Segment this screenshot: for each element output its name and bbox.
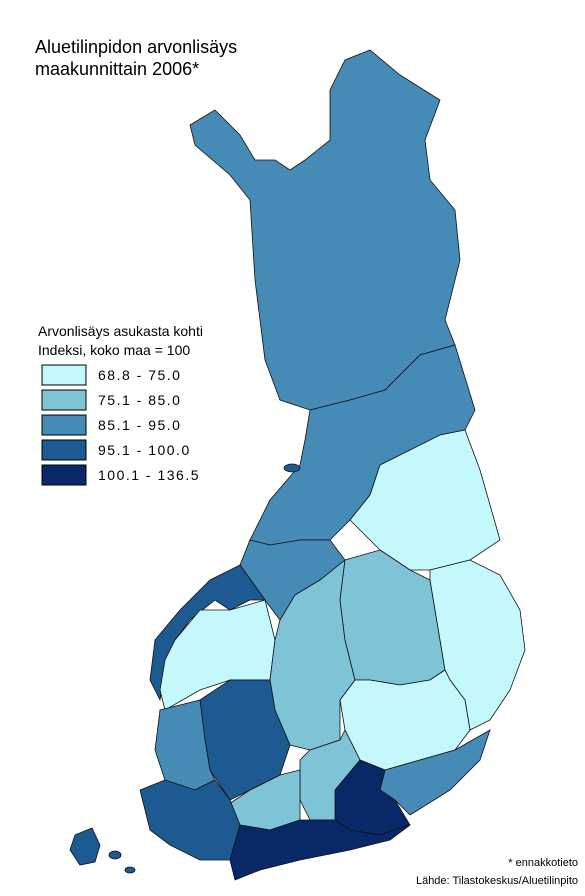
region bbox=[189, 49, 461, 411]
map-title: maakunnittain 2006* bbox=[35, 59, 199, 79]
legend-title: Arvonlisäys asukasta kohti bbox=[38, 323, 203, 339]
region bbox=[108, 850, 122, 860]
region bbox=[69, 827, 101, 866]
region bbox=[429, 559, 526, 731]
legend-swatch bbox=[41, 439, 87, 461]
legend: 68.8 - 75.0 75.1 - 85.0 85.1 - 95.0 95.1 - … bbox=[41, 364, 200, 486]
legend-swatch bbox=[41, 364, 87, 386]
legend-label: 68.8 - 75.0 bbox=[98, 367, 181, 383]
region bbox=[149, 564, 266, 702]
legend-label: 95.1 - 100.0 bbox=[98, 442, 191, 458]
legend-swatch bbox=[41, 414, 87, 436]
footnote: * ennakkotieto bbox=[508, 857, 578, 869]
map bbox=[69, 49, 526, 881]
legend-label: 100.1 - 136.5 bbox=[98, 467, 200, 483]
legend-title: Indeksi, koko maa = 100 bbox=[38, 342, 190, 358]
region bbox=[124, 866, 136, 874]
region bbox=[229, 819, 411, 881]
region bbox=[283, 463, 301, 473]
map-title: Aluetilinpidon arvonlisäys bbox=[35, 37, 237, 57]
legend-swatch bbox=[41, 464, 87, 486]
legend-label: 85.1 - 95.0 bbox=[98, 417, 181, 433]
region bbox=[299, 729, 361, 821]
source-note: Lähde: Tilastokeskus/Aluetilinpito bbox=[416, 875, 578, 887]
region bbox=[159, 599, 276, 711]
legend-swatch bbox=[41, 389, 87, 411]
legend-label: 75.1 - 85.0 bbox=[98, 392, 181, 408]
